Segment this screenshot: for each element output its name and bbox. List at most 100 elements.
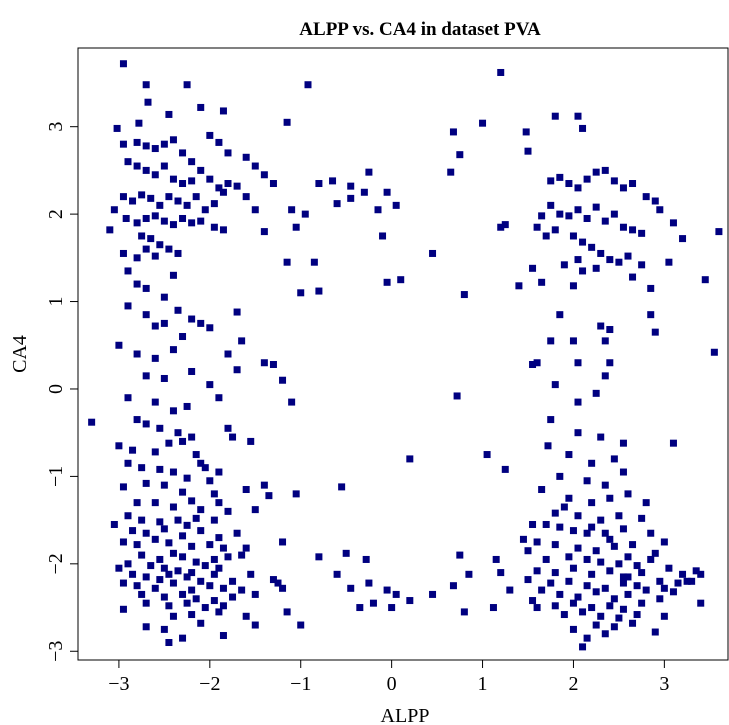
data-point — [179, 590, 187, 598]
data-point — [533, 359, 541, 367]
data-point — [251, 621, 259, 629]
data-point — [183, 402, 191, 410]
data-point — [656, 577, 664, 585]
data-point — [215, 394, 223, 402]
data-point — [569, 282, 577, 290]
data-point — [660, 538, 668, 546]
data-point — [619, 605, 627, 613]
data-point — [642, 586, 650, 594]
data-point — [497, 569, 505, 577]
data-point — [215, 468, 223, 476]
data-point — [624, 553, 632, 561]
data-point — [301, 210, 309, 218]
data-point — [551, 602, 559, 610]
data-point — [251, 590, 259, 598]
data-point — [119, 538, 127, 546]
data-point — [592, 264, 600, 272]
y-tick-label: 1 — [45, 297, 67, 307]
data-point — [110, 520, 118, 528]
data-point — [233, 529, 241, 537]
y-tick-label: 2 — [45, 209, 67, 219]
data-point — [538, 486, 546, 494]
data-point — [501, 221, 509, 229]
data-point — [151, 171, 159, 179]
data-point — [151, 354, 159, 362]
data-point — [529, 264, 537, 272]
data-point — [219, 602, 227, 610]
data-point — [574, 544, 582, 552]
data-point — [165, 539, 173, 547]
data-point — [160, 162, 168, 170]
data-point — [215, 608, 223, 616]
data-point — [479, 119, 487, 127]
data-point — [133, 582, 141, 590]
data-point — [197, 319, 205, 327]
data-point — [160, 625, 168, 633]
data-point — [369, 599, 377, 607]
data-point — [551, 381, 559, 389]
data-point — [597, 558, 605, 566]
data-point — [547, 201, 555, 209]
data-point — [156, 201, 164, 209]
data-point — [219, 584, 227, 592]
data-point — [219, 226, 227, 234]
data-point — [238, 551, 246, 559]
data-point — [601, 166, 609, 174]
data-point — [556, 173, 564, 181]
data-point — [619, 573, 627, 581]
data-point — [260, 228, 268, 236]
data-point — [583, 582, 591, 590]
data-point — [638, 514, 646, 522]
data-point — [151, 398, 159, 406]
data-point — [283, 118, 291, 126]
data-point — [615, 258, 623, 266]
data-point — [188, 158, 196, 166]
data-point — [133, 350, 141, 358]
data-point — [144, 98, 152, 106]
data-point — [229, 433, 237, 441]
data-point — [601, 372, 609, 380]
data-point — [489, 604, 497, 612]
data-point — [560, 261, 568, 269]
data-point — [583, 555, 591, 563]
data-point — [647, 555, 655, 563]
data-point — [242, 612, 250, 620]
data-point — [610, 595, 618, 603]
data-point — [660, 584, 668, 592]
data-point — [492, 555, 500, 563]
data-point — [210, 555, 218, 563]
data-point — [629, 180, 637, 188]
data-point — [215, 564, 223, 572]
data-point — [701, 276, 709, 284]
data-point — [392, 590, 400, 598]
data-point — [583, 634, 591, 642]
data-point — [601, 337, 609, 345]
data-point — [142, 311, 150, 319]
data-point — [122, 214, 130, 222]
data-point — [551, 226, 559, 234]
data-point — [169, 221, 177, 229]
data-point — [133, 162, 141, 170]
data-point — [538, 586, 546, 594]
data-point — [397, 276, 405, 284]
data-point — [619, 184, 627, 192]
data-point — [597, 612, 605, 620]
data-point — [569, 232, 577, 240]
data-point — [147, 562, 155, 570]
data-point — [383, 586, 391, 594]
data-point — [651, 549, 659, 557]
data-point — [569, 527, 577, 535]
data-point — [601, 529, 609, 537]
data-point — [292, 490, 300, 498]
data-point — [601, 630, 609, 638]
data-point — [515, 282, 523, 290]
x-tick-label: 0 — [387, 673, 397, 695]
data-point — [665, 564, 673, 572]
data-point — [160, 319, 168, 327]
data-point — [210, 570, 218, 578]
data-point — [574, 184, 582, 192]
data-point — [115, 442, 123, 450]
data-point — [142, 372, 150, 380]
data-point — [610, 177, 618, 185]
data-point — [579, 267, 587, 275]
